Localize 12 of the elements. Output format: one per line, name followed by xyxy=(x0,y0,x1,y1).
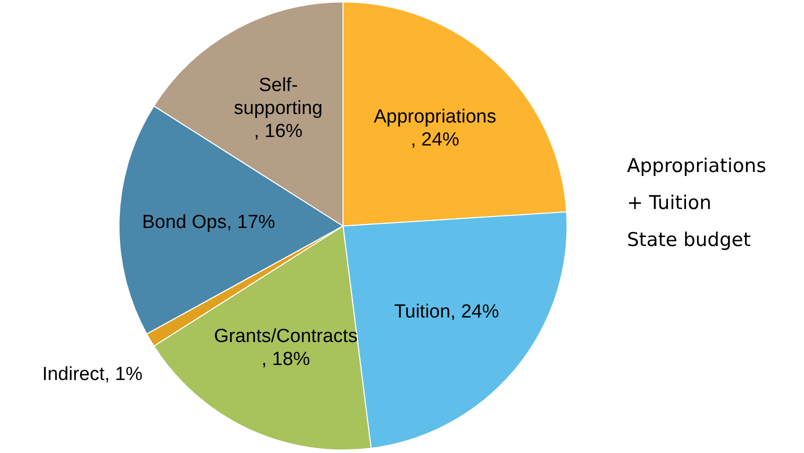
text: State budget xyxy=(627,229,751,251)
slice-label: Grants/Contracts xyxy=(214,326,358,348)
text: + Tuition xyxy=(627,192,712,214)
data-label: , 18% xyxy=(261,349,310,370)
slice-label: Tuition, 24% xyxy=(394,302,500,323)
text: Appropriations xyxy=(627,155,766,177)
slice-label: Indirect, 1% xyxy=(42,364,143,386)
data-label: , 24% xyxy=(410,130,460,151)
slice-label: Bond Ops, 17% xyxy=(142,212,276,233)
data-label: , 16% xyxy=(254,121,303,142)
slice-label: Appropriations xyxy=(374,106,496,128)
slice-label: Self-supporting xyxy=(234,75,323,120)
